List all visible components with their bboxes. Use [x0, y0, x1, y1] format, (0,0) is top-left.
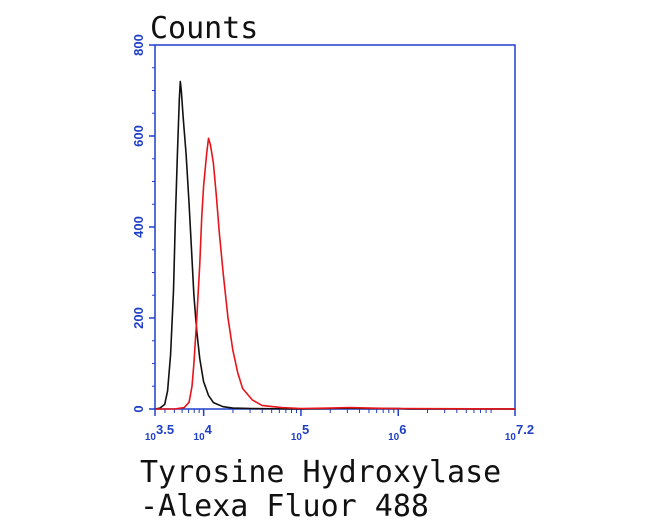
y-tick-label: 800: [131, 34, 146, 56]
chart-title: Counts: [150, 11, 258, 46]
x-tick-label: 10: [291, 432, 303, 443]
plot-frame: [154, 44, 516, 410]
x-tick-exponent: 4: [205, 422, 213, 437]
x-tick-label: 10: [505, 432, 517, 443]
x-tick-label: 10: [194, 432, 206, 443]
x-axis-label-line2: -Alexa Fluor 488: [140, 489, 429, 524]
x-tick-exponent: 6: [399, 422, 406, 437]
x-tick-exponent: 7.2: [516, 422, 534, 437]
y-tick-label: 600: [131, 125, 146, 147]
x-tick-exponent: 5: [302, 422, 309, 437]
x-tick-label: 10: [388, 432, 400, 443]
x-tick-exponent: 3.5: [156, 422, 174, 437]
x-axis-label-line1: Tyrosine Hydroxylase: [140, 455, 501, 490]
y-tick-label: 0: [131, 405, 146, 412]
x-tick-label: 10: [145, 432, 157, 443]
y-tick-label: 200: [131, 307, 146, 329]
y-tick-label: 400: [131, 216, 146, 238]
series-line-2: [155, 137, 516, 410]
series-line-1: [154, 80, 515, 410]
